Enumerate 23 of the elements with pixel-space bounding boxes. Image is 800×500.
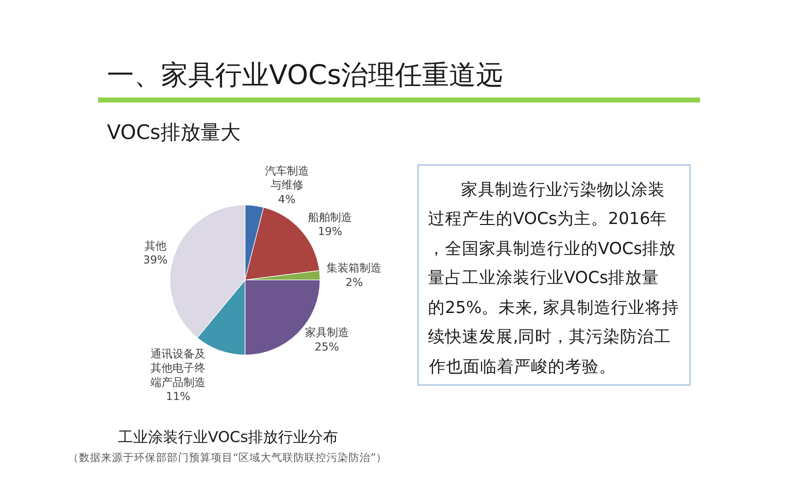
data-label: 25%: [314, 340, 340, 354]
text: 过程产生的VOCs为主。2016年: [428, 209, 668, 228]
text: 一、家具行业VOCs治理任重道远: [107, 60, 504, 91]
text: 的25%。未来, 家具制造行业将持: [428, 298, 680, 317]
data-label: 39%: [143, 254, 168, 267]
slice-label: 其他: [144, 239, 166, 252]
slice-label: 集装箱制造: [326, 262, 382, 275]
text: 家具制造行业污染物以涂装: [461, 180, 665, 199]
slice-label: 汽车制造与维修: [264, 164, 309, 192]
text: （数据来源于环保部部门预算项目“区域大气联防联控污染防治”）: [68, 451, 387, 464]
slice-label: 通讯设备及其他电子终端产品制造: [150, 347, 206, 389]
text: ，全国家具制造行业的VOCs排放: [428, 239, 676, 258]
data-label: 19%: [318, 225, 342, 238]
text: 作也面临着严峻的考验。: [428, 357, 616, 376]
slice-label: 家具制造: [304, 326, 349, 340]
text: 工业涂装行业VOCs排放行业分布: [118, 428, 338, 446]
data-label: 2%: [345, 276, 363, 289]
text: 量占工业涂装行业VOCs排放量: [428, 268, 660, 287]
slice-label: 船舶制造: [308, 210, 352, 224]
text: 续快速发展,同时，其污染防治工: [428, 327, 672, 346]
data-label: 4%: [278, 192, 296, 206]
data-label: 11%: [166, 390, 190, 404]
text: VOCs排放量大: [107, 120, 240, 144]
